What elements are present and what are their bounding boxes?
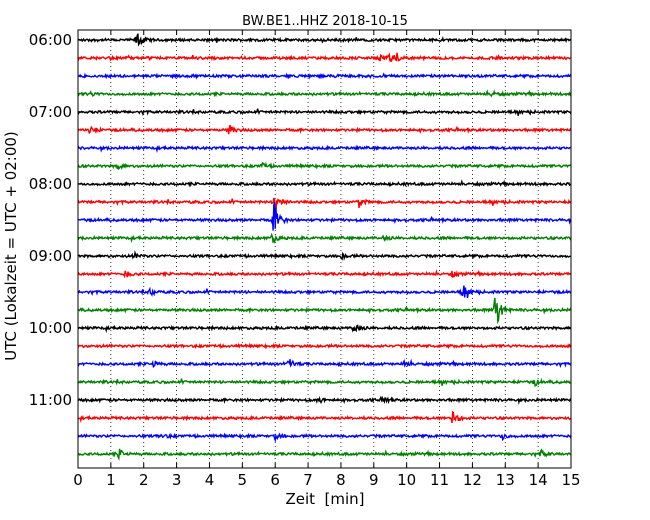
y-axis: 06:00 07:00 08:00 09:00 10:00 11:00	[29, 31, 83, 409]
y-tick-label: 09:00	[29, 247, 72, 265]
trace-line	[77, 124, 572, 135]
plot-frame	[77, 29, 572, 469]
trace-line	[77, 342, 572, 350]
trace-line	[77, 377, 572, 388]
trace-line	[77, 395, 572, 405]
trace-line	[77, 52, 571, 62]
trace-line	[77, 448, 572, 461]
x-tick-label: 5	[238, 471, 248, 489]
trace-line	[77, 202, 572, 231]
x-tick-label: 13	[496, 471, 515, 489]
x-tick-label: 15	[561, 471, 580, 489]
x-tick-label: 3	[172, 471, 182, 489]
x-tick-label: 1	[106, 471, 116, 489]
y-tick-label: 10:00	[29, 319, 72, 337]
trace-line	[77, 269, 572, 279]
chart-title: BW.BE1..HHZ 2018-10-15	[242, 14, 408, 29]
trace-line	[77, 358, 572, 369]
y-tick-label: 07:00	[29, 103, 72, 121]
x-tick-label: 11	[430, 471, 449, 489]
x-tick-label: 12	[463, 471, 482, 489]
x-tick-label: 0	[73, 471, 83, 489]
trace-line	[77, 250, 572, 261]
y-axis-label: UTC (Lokalzeit = UTC + 02:00)	[2, 131, 20, 361]
y-tick-label: 11:00	[29, 391, 72, 409]
trace-line	[77, 197, 572, 211]
trace-line	[77, 432, 572, 443]
x-tick-label: 10	[397, 471, 416, 489]
y-tick-label: 06:00	[29, 31, 72, 49]
x-tick-label: 8	[336, 471, 346, 489]
trace-line	[77, 285, 572, 299]
seismic-traces	[77, 33, 572, 461]
trace-line	[77, 232, 572, 244]
x-tick-label: 6	[270, 471, 280, 489]
trace-line	[77, 144, 572, 154]
trace-line	[77, 108, 572, 116]
trace-line	[77, 410, 572, 424]
trace-line	[77, 161, 572, 171]
x-tick-label: 4	[205, 471, 215, 489]
x-tick-label: 7	[303, 471, 313, 489]
trace-line	[77, 72, 572, 80]
x-tick-label: 14	[529, 471, 548, 489]
trace-line	[77, 89, 572, 98]
trace-line	[77, 179, 572, 188]
x-tick-label: 2	[139, 471, 149, 489]
x-axis: 0 1 2 3 4 5 6 7 8 9 10 11 12 13 14 15	[73, 30, 581, 489]
x-tick-label: 9	[369, 471, 379, 489]
trace-line	[78, 324, 572, 334]
x-axis-label: Zeit [min]	[285, 490, 364, 508]
y-tick-label: 08:00	[29, 175, 72, 193]
trace-line	[77, 297, 572, 325]
trace-line	[77, 33, 572, 47]
